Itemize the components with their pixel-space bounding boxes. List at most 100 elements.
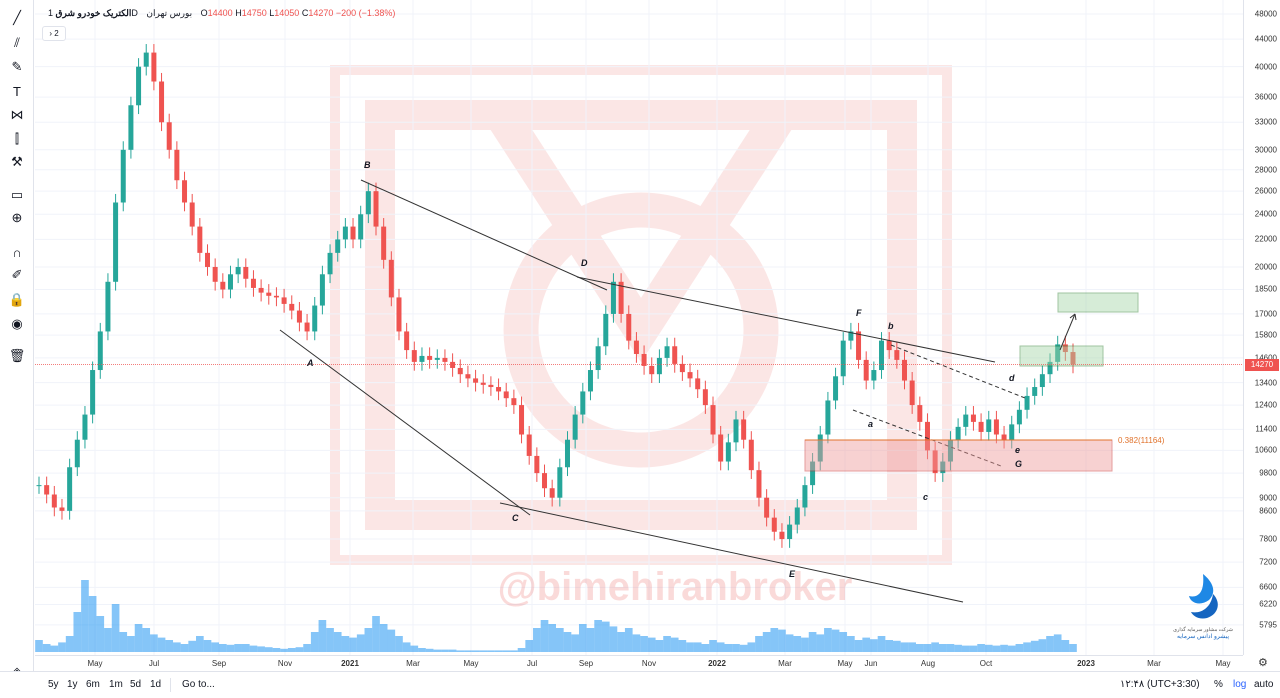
volume-bar: [226, 644, 235, 652]
pattern-icon[interactable]: ⋈: [10, 107, 24, 122]
volume-bar: [954, 644, 962, 652]
dashed-channel-upper[interactable]: [890, 344, 1026, 399]
candle-body: [626, 313, 632, 341]
candle-body: [82, 414, 88, 440]
trend-line-icon[interactable]: ╱: [13, 10, 21, 25]
zoom-icon[interactable]: ⊕: [11, 210, 23, 225]
volume-bar: [1023, 642, 1031, 652]
candle-body: [879, 340, 885, 371]
wave-label: G: [1015, 459, 1022, 469]
volume-bar: [425, 648, 434, 652]
candle-body: [312, 305, 318, 332]
target-arrow[interactable]: [1059, 313, 1076, 351]
lock-icon[interactable]: 🔒: [8, 292, 26, 307]
fib-icon[interactable]: ⫽: [14, 35, 20, 50]
magnet-icon[interactable]: ∩: [12, 244, 22, 260]
volume-bar: [908, 642, 916, 652]
auto-toggle[interactable]: auto: [1254, 679, 1274, 690]
volume-bar: [640, 636, 648, 652]
brush-icon[interactable]: ✎: [11, 59, 23, 74]
eye-icon[interactable]: ◉: [11, 316, 23, 331]
volume-bar: [433, 649, 442, 652]
range-1y[interactable]: 1y: [67, 679, 78, 690]
volume-bar: [778, 629, 786, 652]
volume-bar: [847, 636, 855, 652]
price-tick: 48000: [1254, 9, 1277, 19]
percent-toggle[interactable]: %: [1214, 679, 1223, 690]
volume-bar: [272, 648, 281, 652]
candle-body: [1047, 361, 1053, 375]
volume-bar: [977, 644, 985, 652]
candle-body: [419, 355, 425, 362]
grid: [35, 0, 1243, 655]
time-axis[interactable]: May Jul Sep Nov 2021 Mar May Jul Sep Nov 2022 Mar Ma…: [35, 655, 1243, 670]
time-tick: 2022: [708, 659, 726, 668]
axis-settings-icon[interactable]: ⚙: [1258, 657, 1268, 669]
candle-body: [580, 391, 586, 415]
price-tick: 9000: [1259, 493, 1277, 503]
candle-body: [442, 357, 448, 362]
logo-icon: [1189, 574, 1218, 619]
volume-bar: [448, 649, 457, 652]
measure-icon[interactable]: ⫿: [14, 131, 20, 146]
support-zone[interactable]: [804, 439, 1113, 472]
volume-bar: [938, 644, 947, 652]
volume-bar: [50, 645, 59, 652]
symbol-name[interactable]: الکتریک خودرو شرق: [55, 8, 132, 18]
lock-draw-icon[interactable]: ✐: [11, 267, 23, 282]
candle-body: [748, 439, 754, 471]
candle-body: [289, 303, 295, 311]
goto-button[interactable]: Go to...: [182, 679, 215, 690]
volume-bar: [540, 620, 549, 652]
volume-bar: [915, 644, 924, 652]
clock[interactable]: ۱۲:۴۸ (UTC+3:30): [1120, 679, 1200, 690]
candle-body: [151, 52, 157, 82]
wave-label: F: [856, 308, 862, 318]
candle-body: [947, 439, 953, 462]
candle-body: [557, 467, 563, 498]
trend-line-upper-1[interactable]: [360, 179, 608, 291]
target-zone-1[interactable]: [1019, 345, 1104, 367]
candle-body: [871, 370, 877, 381]
hammer-icon[interactable]: ⚒: [11, 154, 23, 169]
time-tick: Mar: [406, 659, 420, 668]
time-tick: Nov: [277, 659, 293, 668]
trend-line-lower-1[interactable]: [279, 329, 531, 516]
volume-bar: [747, 642, 756, 652]
trend-line-lower-2[interactable]: [499, 502, 964, 603]
volume-bar: [173, 642, 181, 652]
target-zone-2[interactable]: [1057, 292, 1139, 313]
candle-body: [679, 363, 685, 373]
candle-body: [886, 340, 892, 351]
volume-bar: [724, 644, 733, 652]
price-axis[interactable]: 48000 44000 40000 36000 33000 30000 28000 26000…: [1243, 0, 1280, 655]
range-1d[interactable]: 1d: [150, 679, 162, 690]
volume-bar: [295, 647, 304, 652]
range-5d[interactable]: 5d: [130, 679, 142, 690]
volume-bar: [793, 636, 802, 652]
range-5y[interactable]: 5y: [48, 679, 59, 690]
trend-line-upper-2[interactable]: [576, 276, 996, 363]
indicators-toggle[interactable]: › 2: [42, 26, 66, 41]
text-icon[interactable]: T: [13, 83, 21, 99]
price-tick: 8600: [1259, 506, 1277, 516]
candle-body: [572, 414, 578, 440]
volume-bar: [885, 640, 894, 652]
dashed-channel-lower[interactable]: [852, 409, 1002, 467]
log-toggle[interactable]: log: [1233, 679, 1247, 690]
trash-icon[interactable]: 🗑: [8, 348, 26, 363]
candle-body: [986, 419, 992, 432]
candle-body: [787, 524, 793, 540]
time-tick: 2021: [341, 659, 359, 668]
price-chart[interactable]: A B C D E Fa b c d eG 0.382(11164) @bimehiranbroke…: [35, 0, 1243, 655]
ruler-icon[interactable]: ▭: [10, 187, 24, 202]
volume-bar: [870, 639, 878, 652]
candle-body: [51, 494, 57, 508]
volume-bar: [609, 626, 618, 652]
range-6m[interactable]: 6m: [86, 679, 100, 690]
volume-bar: [341, 636, 350, 652]
volume-bar: [471, 650, 480, 652]
range-1m[interactable]: 1m: [109, 679, 123, 690]
drawings[interactable]: [35, 179, 1243, 603]
